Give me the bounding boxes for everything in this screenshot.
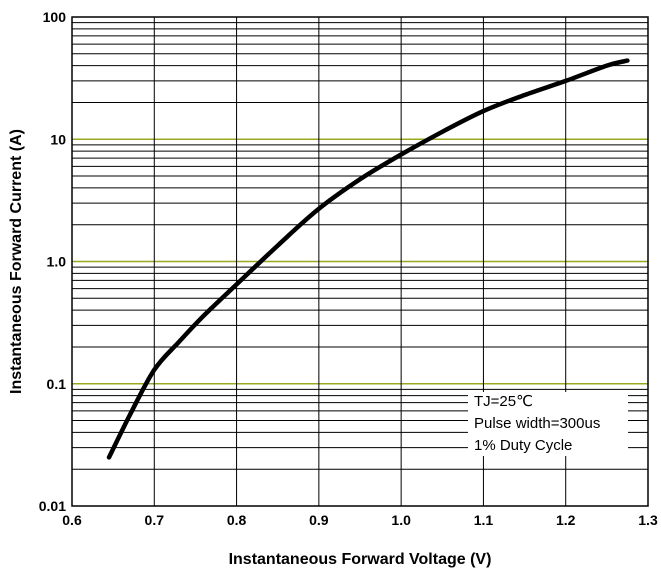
y-tick-label: 1.0 <box>47 254 67 270</box>
y-axis-label: Instantaneous Forward Current (A) <box>8 129 25 394</box>
y-tick-label: 0.1 <box>47 376 67 392</box>
minor-grid <box>72 22 648 470</box>
x-tick-label: 0.8 <box>227 512 247 528</box>
x-tick-label: 1.0 <box>391 512 411 528</box>
conditions-box-background <box>468 392 628 456</box>
conditions-box: TJ=25℃ Pulse width=300us 1% Duty Cycle <box>468 392 628 456</box>
y-tick-label: 10 <box>50 131 66 147</box>
x-tick-label: 1.1 <box>474 512 494 528</box>
x-axis-label: Instantaneous Forward Voltage (V) <box>229 551 492 568</box>
y-tick-labels: 0.01 0.1 1.0 10 100 <box>39 9 66 514</box>
forward-current-curve <box>106 58 630 460</box>
x-tick-label: 0.9 <box>309 512 329 528</box>
x-tick-label: 0.7 <box>145 512 165 528</box>
y-tick-label: 100 <box>43 9 67 25</box>
x-tick-label: 1.3 <box>638 512 658 528</box>
x-tick-label: 1.2 <box>556 512 576 528</box>
plot-frame <box>71 16 649 507</box>
annotation-pulse-width: Pulse width=300us <box>474 415 600 432</box>
annotation-tj: TJ=25℃ <box>474 393 533 410</box>
annotation-duty-cycle: 1% Duty Cycle <box>474 437 572 454</box>
x-tick-labels: 0.6 0.7 0.8 0.9 1.0 1.1 1.2 1.3 <box>62 512 658 528</box>
y-tick-label: 0.01 <box>39 498 66 514</box>
x-tick-label: 0.6 <box>62 512 82 528</box>
